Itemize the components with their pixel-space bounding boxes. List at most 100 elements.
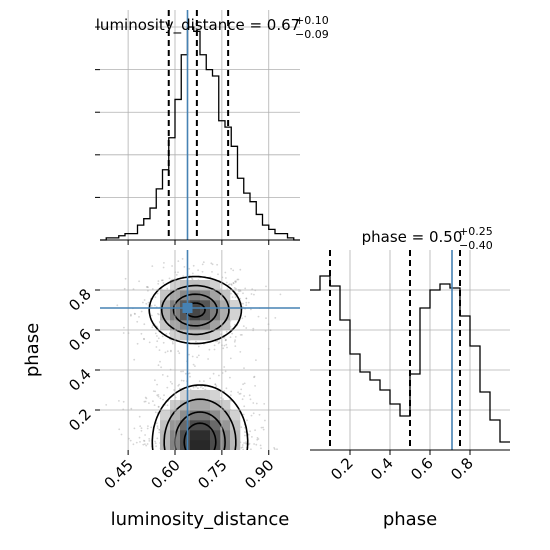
scatter-point [198,380,201,383]
density-cell [160,410,171,421]
density-cell [200,320,211,331]
scatter-point [122,400,125,403]
scatter-point [240,426,243,429]
scatter-point [224,339,227,342]
scatter-point [243,367,245,369]
scatter-point [246,419,248,422]
scatter-point [157,406,160,408]
scatter-point [250,308,252,311]
density-cell [200,310,211,321]
2d-truth-lines [100,250,300,450]
scatter-point [232,269,235,272]
scatter-point [157,394,160,396]
scatter-point [230,283,233,286]
scatter-point [273,447,275,449]
luminosity-distance-histogram-panel: luminosity_distance = 0.67 +0.10 −0.09 [95,10,329,245]
scatter-point [154,304,156,307]
scatter-point [191,278,194,281]
scatter-point [243,442,246,444]
scatter-point [241,446,244,448]
phase-hist-xtick-label-0: 0.2 [327,454,357,484]
scatter-point [159,397,162,400]
density-cell [200,400,211,411]
scatter-point [144,400,147,403]
scatter-point [239,392,242,395]
density-cell [230,420,241,431]
scatter-point [122,332,125,334]
2d-grid [100,250,300,450]
density-cell [180,310,191,321]
scatter-point [234,345,237,347]
scatter-point [250,414,253,417]
scatter-point [153,404,156,406]
density-cell [180,410,191,421]
phase-hist-quantiles [329,250,461,450]
2d-ytick-label-0: 0.2 [65,405,95,435]
density-cell [190,430,201,441]
scatter-point [160,366,163,369]
scatter-point [239,268,242,271]
scatter-point [264,330,267,332]
scatter-point [180,379,183,382]
scatter-point [252,402,255,404]
scatter-point [255,359,257,361]
scatter-point [171,382,174,385]
density-cell [220,290,231,301]
phase-hist-title-main: phase = 0.50 [362,228,463,246]
density-cell [230,410,241,421]
scatter-point [211,271,213,273]
scatter-point [156,335,158,337]
scatter-point [239,290,242,292]
scatter-point [146,427,149,430]
density-cell [200,420,211,431]
ld-hist-steps [100,26,300,241]
scatter-point [225,339,227,341]
scatter-point [224,338,227,341]
scatter-point [157,312,159,315]
scatter-point [158,431,161,434]
scatter-point [245,442,247,445]
scatter-point [123,326,125,329]
scatter-point [154,379,156,382]
2d-ticks [95,289,270,455]
density-cell [160,290,171,301]
scatter-point [139,441,141,443]
scatter-point [250,448,252,450]
scatter-point [236,293,239,295]
scatter-point [181,258,184,260]
scatter-point [155,445,158,448]
scatter-point [264,419,266,422]
phase-hist-tick-labels: 0.2 0.4 0.6 0.8 [327,454,477,484]
scatter-point [242,448,245,450]
scatter-point [140,429,143,432]
scatter-point [146,443,149,445]
scatter-point [188,274,191,277]
scatter-point [132,443,135,446]
scatter-point [201,270,204,273]
phase-hist-title: phase = 0.50 [362,228,463,246]
scatter-point [118,428,121,431]
scatter-point [177,260,180,262]
scatter-point [241,398,244,401]
scatter-point [195,385,197,388]
scatter-point [171,265,174,267]
scatter-point [156,340,159,343]
scatter-point [231,332,234,335]
scatter-point [212,372,215,375]
scatter-point [143,440,146,442]
scatter-point [231,296,234,298]
scatter-point [234,336,237,338]
scatter-point [242,383,245,386]
scatter-point [156,427,159,429]
scatter-point [144,443,146,445]
scatter-point [234,280,236,283]
scatter-point [163,262,165,264]
scatter-point [144,396,147,399]
scatter-point [143,338,146,341]
scatter-point [161,374,164,376]
scatter-point [245,297,248,300]
ld-phase-2d-panel: 0.45 0.60 0.75 0.90 0.2 0.4 0.6 0.8 luminosity… [22,250,300,530]
scatter-point [157,337,160,340]
scatter-point [236,278,239,281]
ld-hist-grid [100,10,300,240]
